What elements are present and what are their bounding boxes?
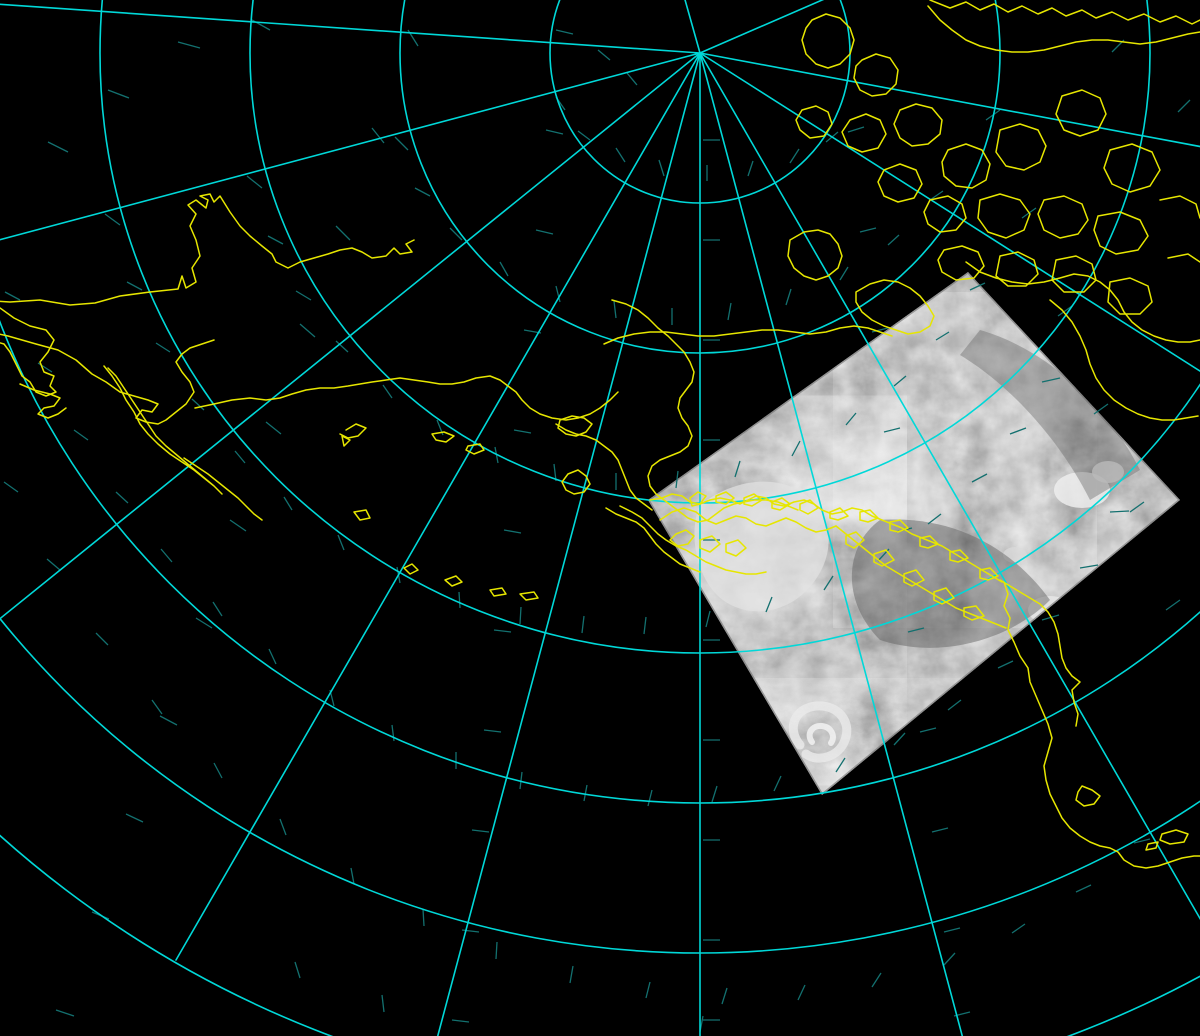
cloud-cluster-b	[1092, 461, 1124, 483]
coast-aleutian-detail	[689, 491, 999, 581]
coast-archipelago-18	[1051, 255, 1097, 293]
meridian-k	[699, 0, 825, 54]
coast-alaska-yukon-delta	[555, 423, 653, 511]
coast-archipelago-12	[877, 163, 923, 203]
coast-archipelago-5	[995, 123, 1047, 171]
island-small-2	[403, 563, 419, 575]
meridian-c	[175, 52, 701, 961]
coast-bc-island	[1159, 829, 1189, 845]
island-nunivak	[465, 443, 485, 455]
coast-alaska-mainland	[611, 299, 799, 523]
coast-bering-west	[194, 375, 619, 421]
coast-archipelago-11	[1093, 211, 1149, 255]
meridian-i	[699, 52, 1200, 372]
meridian-l	[684, 0, 701, 54]
coast-archipelago-17	[995, 251, 1039, 287]
island-st-lawrence	[431, 431, 455, 443]
coast-anadyr-notch	[339, 423, 367, 439]
meridian-g	[699, 52, 964, 1036]
swath-dark-patch-2	[960, 330, 1140, 500]
coast-over-swath-chain	[835, 525, 1007, 629]
coast-archipelago-2	[853, 53, 899, 97]
coast-archipelago-6	[1055, 89, 1107, 137]
coast-bc	[1003, 581, 1200, 869]
coast-alaska-kuskokwim	[561, 469, 591, 495]
meridian-j	[699, 52, 1200, 148]
coast-canada-mainland-north	[965, 261, 1200, 343]
coast-bc-small	[1145, 841, 1159, 851]
coast-bc-inlet	[1075, 785, 1101, 807]
coast-victoria-island	[855, 279, 935, 335]
cloud-cluster-e	[1003, 547, 1027, 563]
coast-archipelago-3	[893, 103, 943, 147]
coast-archipelago-15	[795, 105, 833, 139]
coast-kamchatka-kolyma	[0, 333, 215, 425]
coast-archipelago-19	[1107, 277, 1153, 315]
graticule-ticks	[3, 19, 1191, 1033]
meridian-d	[0, 52, 701, 620]
coast-over-swath-alaska	[659, 507, 837, 533]
meridian-f	[0, 3, 701, 54]
swath-dark-patch-1	[851, 519, 1050, 648]
coastlines	[0, 0, 1200, 869]
ticks-on-parallels	[3, 49, 1151, 1033]
coast-over-swath-chain-detail	[845, 531, 985, 621]
coast-alaska-peninsula	[619, 505, 767, 575]
coast-archipelago-14	[841, 113, 887, 153]
coast-archipelago-9	[977, 193, 1031, 239]
coast-kamchatka-tip	[183, 457, 263, 521]
coast-archipelago-16	[937, 245, 985, 281]
coast-alaska-north-slope	[603, 325, 893, 345]
meridian-b	[436, 52, 701, 1036]
swath-bright-core	[694, 481, 829, 612]
coast-aleutian-tail	[999, 579, 1081, 727]
coast-kamchatka-peninsula	[103, 365, 223, 495]
coast-archipelago-13	[923, 195, 967, 233]
island-pribilof	[353, 509, 371, 521]
coast-over-swath-detail	[669, 529, 747, 557]
coast-aleutian-chain	[649, 493, 1003, 583]
meridian-e	[0, 52, 701, 241]
island-small-4	[489, 587, 507, 597]
island-small-5	[519, 591, 539, 601]
coast-archipelago-7	[1103, 143, 1161, 193]
coast-greenland	[929, 0, 1200, 25]
coast-siberia-bay	[0, 307, 57, 397]
coast-archipelago-4	[941, 143, 991, 189]
coast-chukotka	[0, 193, 415, 306]
coast-archipelago-1	[801, 13, 855, 69]
coast-archipelago-8	[1159, 195, 1200, 219]
coast-hudson-west	[1049, 299, 1199, 421]
coast-archipelago-20	[1167, 253, 1200, 263]
island-small-3	[444, 575, 463, 587]
meridian-h	[699, 52, 1200, 921]
cloud-cluster-a	[1054, 472, 1110, 508]
swath-cloud-streets	[855, 320, 1075, 600]
coast-alaska-seward	[557, 415, 593, 437]
coast-banks-island	[787, 229, 843, 281]
coast-greenland-south	[927, 5, 1200, 53]
coast-alaska-bristol	[605, 507, 701, 573]
coast-archipelago-10	[1037, 195, 1089, 239]
island-small-1	[341, 435, 351, 447]
coast-siberia-inlet	[19, 383, 67, 419]
